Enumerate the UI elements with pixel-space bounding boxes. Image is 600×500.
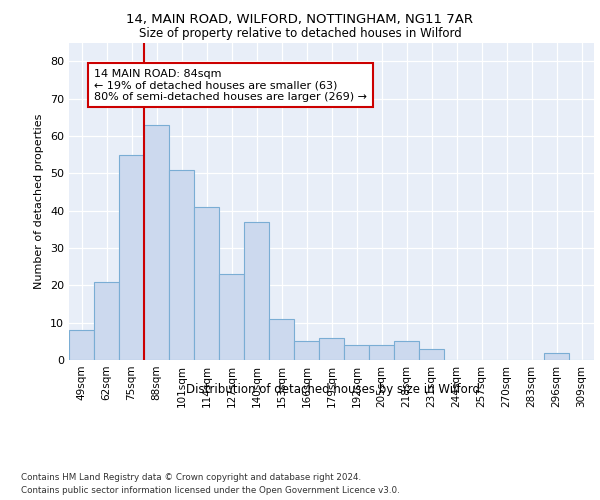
Bar xyxy=(419,349,444,360)
Bar xyxy=(269,319,294,360)
Text: Size of property relative to detached houses in Wilford: Size of property relative to detached ho… xyxy=(139,28,461,40)
Bar xyxy=(344,345,369,360)
Bar xyxy=(544,352,569,360)
Bar xyxy=(144,124,169,360)
Text: Contains public sector information licensed under the Open Government Licence v3: Contains public sector information licen… xyxy=(21,486,400,495)
Bar xyxy=(394,342,419,360)
Bar xyxy=(169,170,194,360)
Text: Distribution of detached houses by size in Wilford: Distribution of detached houses by size … xyxy=(186,382,480,396)
Bar xyxy=(94,282,119,360)
Text: Contains HM Land Registry data © Crown copyright and database right 2024.: Contains HM Land Registry data © Crown c… xyxy=(21,472,361,482)
Y-axis label: Number of detached properties: Number of detached properties xyxy=(34,114,44,289)
Bar xyxy=(319,338,344,360)
Bar xyxy=(69,330,94,360)
Bar xyxy=(219,274,244,360)
Bar xyxy=(194,207,219,360)
Bar xyxy=(119,154,144,360)
Bar xyxy=(369,345,394,360)
Bar xyxy=(244,222,269,360)
Text: 14, MAIN ROAD, WILFORD, NOTTINGHAM, NG11 7AR: 14, MAIN ROAD, WILFORD, NOTTINGHAM, NG11… xyxy=(127,12,473,26)
Bar xyxy=(294,342,319,360)
Text: 14 MAIN ROAD: 84sqm
← 19% of detached houses are smaller (63)
80% of semi-detach: 14 MAIN ROAD: 84sqm ← 19% of detached ho… xyxy=(94,68,367,102)
